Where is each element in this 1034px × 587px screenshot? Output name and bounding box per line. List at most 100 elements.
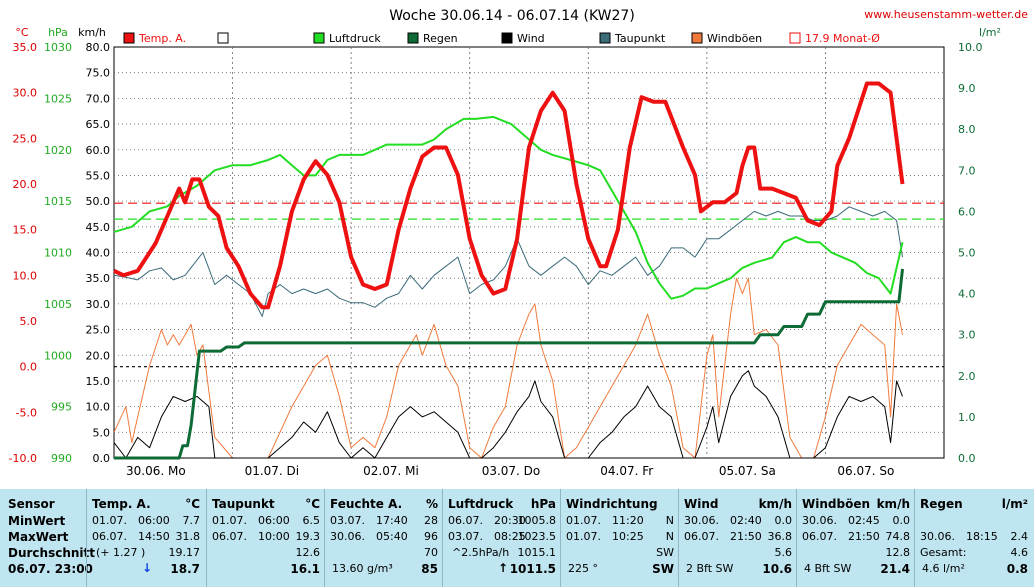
tick-label-rain: 8.0: [958, 123, 976, 136]
trend-arrow: ↓: [142, 561, 153, 575]
col-unit-press: hPa: [530, 497, 556, 511]
tick-label-temp: -5.0: [16, 406, 37, 419]
axis-unit-pressure: hPa: [48, 26, 68, 39]
stat-date: 03.07.: [448, 530, 483, 543]
stat-time: 17:40: [376, 514, 408, 527]
column-separator: [206, 489, 207, 587]
tick-label-wind: 20.0: [86, 349, 111, 362]
tick-label-pressure: 990: [51, 452, 72, 465]
current-value-gust: 21.4: [880, 562, 910, 576]
legend-swatch: [599, 32, 611, 44]
stat-value: 96: [424, 530, 438, 543]
current-value-temp: 18.7: [170, 562, 200, 576]
current-value-dew: 16.1: [290, 562, 320, 576]
stat-time: 10:25: [612, 530, 644, 543]
tick-label-pressure: 1020: [44, 144, 72, 157]
col-header-hum: Feuchte A.: [330, 497, 403, 511]
tick-label-rain: 0.0: [958, 452, 976, 465]
stat-time: 02:45: [848, 514, 880, 527]
chart-legend: Temp. A. Luftdruck Regen Wind Taupunkt Windbö…: [123, 32, 880, 45]
col-unit-temp: °C: [185, 497, 200, 511]
stat-time: 02:40: [730, 514, 762, 527]
tick-label-wind: 50.0: [86, 195, 111, 208]
tick-label-wind: 15.0: [86, 375, 111, 388]
column-separator: [442, 489, 443, 587]
axis-unit-wind: km/h: [78, 26, 106, 39]
rain-total: 4.6: [1010, 546, 1029, 559]
tick-label-rain: 9.0: [958, 82, 976, 95]
stat-avg: SW: [656, 546, 674, 559]
tick-label-pressure: 1030: [44, 41, 72, 54]
column-separator: [678, 489, 679, 587]
legend-swatch: [217, 32, 229, 44]
current-time: 06.07. 23:00: [8, 562, 93, 576]
tick-label-rain: 1.0: [958, 411, 976, 424]
series-line-wind-1: [113, 370, 903, 459]
legend-swatch: [691, 32, 703, 44]
stat-time: 05:40: [376, 530, 408, 543]
col-unit-rain: l/m²: [1001, 497, 1028, 511]
current-value-wind: 10.6: [762, 562, 792, 576]
col-unit-hum: %: [425, 497, 438, 511]
chart-title: Woche 30.06.14 - 06.07.14 (KW27): [389, 8, 635, 24]
x-tick-label: 03.07. Do: [482, 464, 541, 478]
col-unit-dew: °C: [305, 497, 320, 511]
col-header-gust: Windböen: [802, 497, 870, 511]
tick-label-wind: 5.0: [93, 426, 111, 439]
x-tick-label: 04.07. Fr: [600, 464, 653, 478]
stat-date: 30.06.: [802, 514, 837, 527]
sensor-header: Sensor: [8, 497, 55, 511]
tick-label-pressure: 1025: [44, 92, 72, 105]
stat-date: 06.07.: [684, 530, 719, 543]
tick-label-wind: 80.0: [86, 41, 111, 54]
stat-time: 21:50: [848, 530, 880, 543]
stat-value: 0.0: [774, 514, 793, 527]
tick-label-rain: 5.0: [958, 247, 976, 260]
tick-label-temp: 15.0: [13, 224, 38, 237]
stat-date: 03.07.: [330, 514, 365, 527]
current-value-press: 1011.5: [509, 562, 556, 576]
x-tick-label: 30.06. Mo: [126, 464, 186, 478]
stat-date: 30.06.: [684, 514, 719, 527]
stat-value: 2.4: [1010, 530, 1029, 543]
column-separator: [914, 489, 915, 587]
tick-label-temp: 30.0: [13, 87, 38, 100]
stat-value: 6.5: [302, 514, 321, 527]
stat-avg: 19.17: [168, 546, 201, 559]
stat-time: 18:15: [966, 530, 998, 543]
tick-label-wind: 30.0: [86, 298, 111, 311]
tick-label-rain: 3.0: [958, 329, 976, 342]
column-separator: [324, 489, 325, 587]
stat-date: 01.07.: [92, 514, 127, 527]
stat-time: 10:00: [258, 530, 290, 543]
legend-label: Wind: [517, 32, 545, 45]
tick-label-wind: 70.0: [86, 92, 111, 105]
x-tick-label: 02.07. Mi: [363, 464, 419, 478]
stats-panel: Sensor MinWert MaxWert Durchschnitt 06.07. 2…: [0, 489, 1034, 587]
stat-time: 06:00: [138, 514, 170, 527]
stat-value: 31.8: [175, 530, 201, 543]
x-tick-label: 05.07. Sa: [719, 464, 776, 478]
weather-chart: Woche 30.06.14 - 06.07.14 (KW27) www.heu…: [8, 8, 1029, 478]
stat-value: 1005.8: [517, 514, 557, 527]
chart-series: [113, 81, 905, 460]
stat-time: 08:25: [494, 530, 526, 543]
tick-label-wind: 35.0: [86, 272, 111, 285]
series-line-rain-4: [114, 268, 904, 460]
col-header-wind: Wind: [684, 497, 719, 511]
axis-ticks: 35.0 30.0 25.0 20.0 15.0 10.0 5.0 0.0 -5.0 -10.0 1…: [9, 41, 983, 465]
legend-swatch: [789, 32, 801, 44]
legend-label: Regen: [423, 32, 458, 45]
stat-time: 20:30: [494, 514, 526, 527]
column-separator: [560, 489, 561, 587]
axis-unit-rain: l/m²: [979, 26, 1001, 39]
tick-label-pressure: 1010: [44, 247, 72, 260]
stat-avg: 1015.1: [517, 546, 557, 559]
column-separator: [86, 489, 87, 587]
tick-label-wind: 10.0: [86, 401, 111, 414]
tick-label-rain: 10.0: [958, 41, 983, 54]
tick-label-temp: -10.0: [9, 452, 37, 465]
stat-date: 30.06.: [330, 530, 365, 543]
tick-label-temp: 25.0: [13, 132, 38, 145]
series-line-wind-0: [113, 277, 903, 459]
